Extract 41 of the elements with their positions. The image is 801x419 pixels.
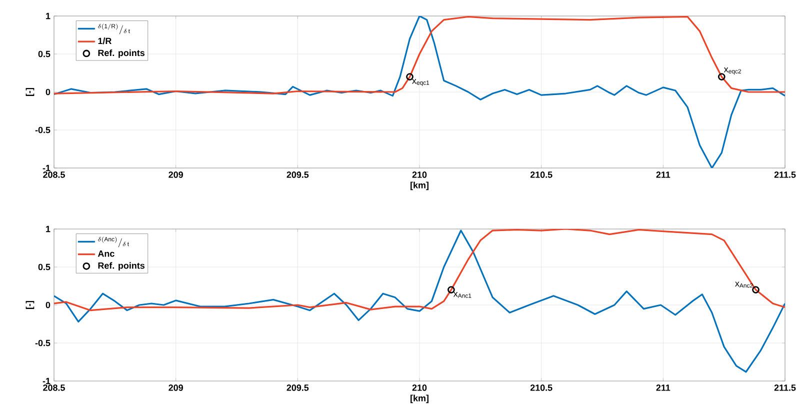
y-axis-title: [-] [26, 301, 34, 309]
annotation: x$_{eqc1}$ [412, 78, 430, 86]
x-tick-label: 210 [412, 384, 427, 391]
annotation: x$_{Anc2}$ [735, 282, 753, 288]
y-tick-label: 0 [46, 88, 50, 96]
y-tick-label: -0.5 [35, 126, 50, 134]
x-axis-title: [km] [410, 394, 428, 404]
x-tick-label: 210.5 [530, 172, 552, 178]
x-tick-label: 211.5 [774, 384, 796, 391]
legend-label: Ref. points [98, 49, 145, 58]
x-tick-label: 210.5 [530, 384, 552, 391]
y-tick-label: 0.5 [38, 50, 50, 58]
legend-label: Ref. points [98, 262, 145, 271]
y-tick-label: -0.5 [35, 340, 50, 346]
x-tick-label: 209 [168, 172, 183, 178]
x-tick-label: 211.5 [774, 172, 796, 178]
line-series [54, 16, 786, 94]
y-tick-label: 0.5 [38, 264, 50, 270]
y-tick-label: -1 [42, 164, 50, 172]
legend-label: 1/R [98, 38, 112, 44]
y-tick-label: 1 [46, 12, 50, 20]
x-tick-label: 210 [412, 172, 427, 178]
x-tick-label: 211 [656, 384, 670, 391]
annotation: x$_{Anc1}$ [453, 292, 472, 298]
x-tick-label: 209 [168, 384, 183, 391]
x-tick-label: 211 [656, 172, 670, 178]
y-axis-title: [-] [26, 88, 34, 96]
y-tick-label: 0 [46, 302, 50, 308]
y-tick-label: -1 [42, 378, 50, 384]
x-tick-label: 208.5 [43, 384, 65, 391]
line-series [54, 230, 786, 373]
line-series [54, 16, 786, 168]
x-tick-label: 209.5 [286, 172, 309, 178]
x-axis-title: [km] [410, 182, 428, 190]
legend-label: ${}^{\delta(\mathrm{1/R})}/_{\delta\,\mathrm{t}}$ [98, 24, 130, 34]
y-tick-label: 1 [46, 226, 50, 232]
x-tick-label: 208.5 [43, 172, 65, 178]
legend-label: ${}^{\delta(\mathrm{Anc})}/_{\delta\,\mathrm{t}}$ [98, 236, 129, 248]
x-tick-label: 209.5 [286, 384, 309, 391]
legend-label: Anc [98, 250, 114, 257]
annotation: x$_{eqc2}$ [724, 68, 741, 75]
